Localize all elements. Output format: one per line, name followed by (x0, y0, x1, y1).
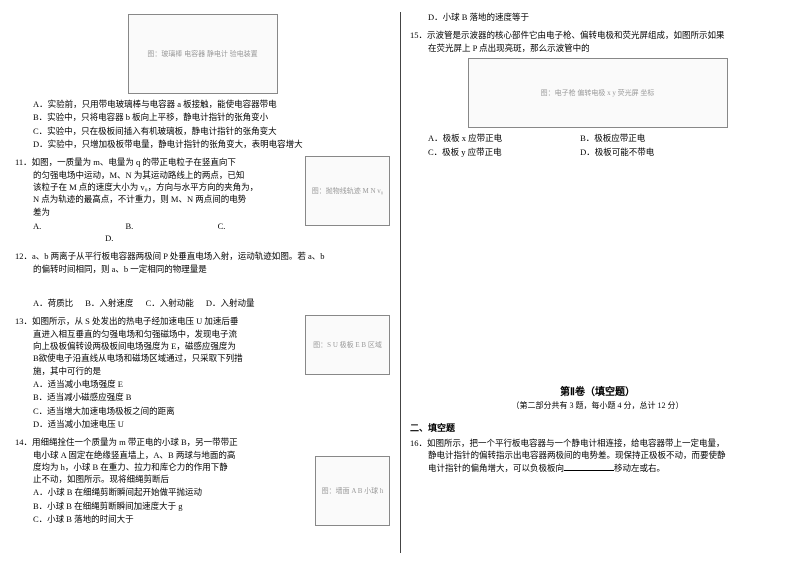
figure-q11: 图：抛物线轨迹 M N v₀ (305, 156, 390, 226)
question-14-cont: D．小球 B 落地的速度等于 (410, 11, 785, 23)
q11-opt-d: D. (105, 232, 113, 244)
q12-stem-1: 12．a、b 两离子从平行板电容器两极间 P 处垂直电场入射，运动轨迹如图。若 … (15, 250, 390, 262)
q12-opt-c: C．入射动能 (146, 297, 194, 309)
figure-q13: 图：S U 极板 E B 区域 (305, 315, 390, 375)
q14-stem-1: 14．用细绳拴住一个质量为 m 带正电的小球 B，另一带带正 (15, 436, 390, 448)
q12-opt-d: D．入射动量 (206, 297, 255, 309)
q12-opt-b: B．入射速度 (85, 297, 133, 309)
q15-options-row2: C．极板 y 应带正电 D．极板可能不带电 (410, 146, 785, 158)
q10-opt-a: A．实验前，只用带电玻璃棒与电容器 a 板接触，能使电容器带电 (15, 98, 390, 110)
q12-options: A．荷质比 B．入射速度 C．入射动能 D．入射动量 (15, 297, 390, 309)
q16-stem-1: 16．如图所示，把一个平行板电容器与一个静电计相连接，给电容器带上一定电量， (410, 437, 785, 449)
q10-opt-c: C．实验中，只在极板间插入有机玻璃板，静电计指针的张角变大 (15, 125, 390, 137)
q10-opt-d: D．实验中，只增加极板带电量，静电计指针的张角变大，表明电容增大 (15, 138, 390, 150)
q12-opt-a: A．荷质比 (33, 297, 73, 309)
q13-opt-a: A．适当减小电场强度 E (15, 378, 390, 390)
question-12: 12．a、b 两离子从平行板电容器两极间 P 处垂直电场入射，运动轨迹如图。若 … (15, 250, 390, 309)
q11-opt-c: C. (218, 220, 226, 232)
question-11: 图：抛物线轨迹 M N v₀ 11．如图，一质量为 m、电量为 q 的带正电粒子… (15, 156, 390, 244)
column-divider (400, 12, 401, 553)
figure-q14: 图：墙面 A B 小球 h (315, 456, 390, 526)
q15-opt-d: D．极板可能不带电 (580, 146, 654, 158)
part2-heading: 二、填空题 (410, 421, 785, 434)
q12-stem-2: 的偏转时间相同，则 a、b 一定相同的物理量是 (15, 263, 390, 275)
question-14: 图：墙面 A B 小球 h 14．用细绳拴住一个质量为 m 带正电的小球 B，另… (15, 436, 390, 526)
question-16: 16．如图所示，把一个平行板电容器与一个静电计相连接，给电容器带上一定电量， 静… (410, 437, 785, 475)
q15-options-row1: A．极板 x 应带正电 B．极板应带正电 (410, 132, 785, 144)
q10-opt-b: B．实验中，只将电容器 b 板向上平移，静电计指针的张角变小 (15, 111, 390, 123)
q16-stem-3: 电计指针的偏角增大，可以负极板向移动左或右。 (410, 461, 785, 474)
question-10: 图：玻璃棒 电容器 静电计 验电装置 A．实验前，只用带电玻璃棒与电容器 a 板… (15, 14, 390, 150)
question-13: 图：S U 极板 E B 区域 13．如图所示，从 S 处发出的热电子经加速电压… (15, 315, 390, 430)
figure-q10: 图：玻璃棒 电容器 静电计 验电装置 (128, 14, 278, 94)
q15-opt-c: C．极板 y 应带正电 (428, 146, 568, 158)
q13-opt-b: B．适当减小磁感应强度 B (15, 391, 390, 403)
section2-title: 第Ⅱ卷（填空题） (410, 383, 785, 398)
q15-stem-2: 在荧光屏上 P 点出现亮斑，那么示波管中的 (410, 42, 785, 54)
section2-subtitle: （第二部分共有 3 题，每小题 4 分，总计 12 分） (410, 400, 785, 411)
q15-stem-1: 15．示波管是示波器的核心部件它由电子枪、偏转电极和荧光屏组成，如图所示如果 (410, 29, 785, 41)
q15-opt-a: A．极板 x 应带正电 (428, 132, 568, 144)
q11-opt-a: A. (33, 220, 41, 232)
q11-opt-b: B. (126, 220, 134, 232)
question-15: 15．示波管是示波器的核心部件它由电子枪、偏转电极和荧光屏组成，如图所示如果 在… (410, 29, 785, 158)
q15-opt-b: B．极板应带正电 (580, 132, 645, 144)
q14-opt-d: D．小球 B 落地的速度等于 (410, 11, 785, 23)
q13-opt-c: C．适当增大加速电场极板之间的距离 (15, 405, 390, 417)
figure-q15: 图：电子枪 偏转电极 x y 荧光屏 坐标 (468, 58, 728, 128)
q16-stem-2: 静电计指针的偏转指示出电容器两极间的电势差。现保持正极板不动，而要使静 (410, 449, 785, 461)
q13-opt-d: D．适当减小加速电压 U (15, 418, 390, 430)
blank-field[interactable] (564, 461, 614, 471)
